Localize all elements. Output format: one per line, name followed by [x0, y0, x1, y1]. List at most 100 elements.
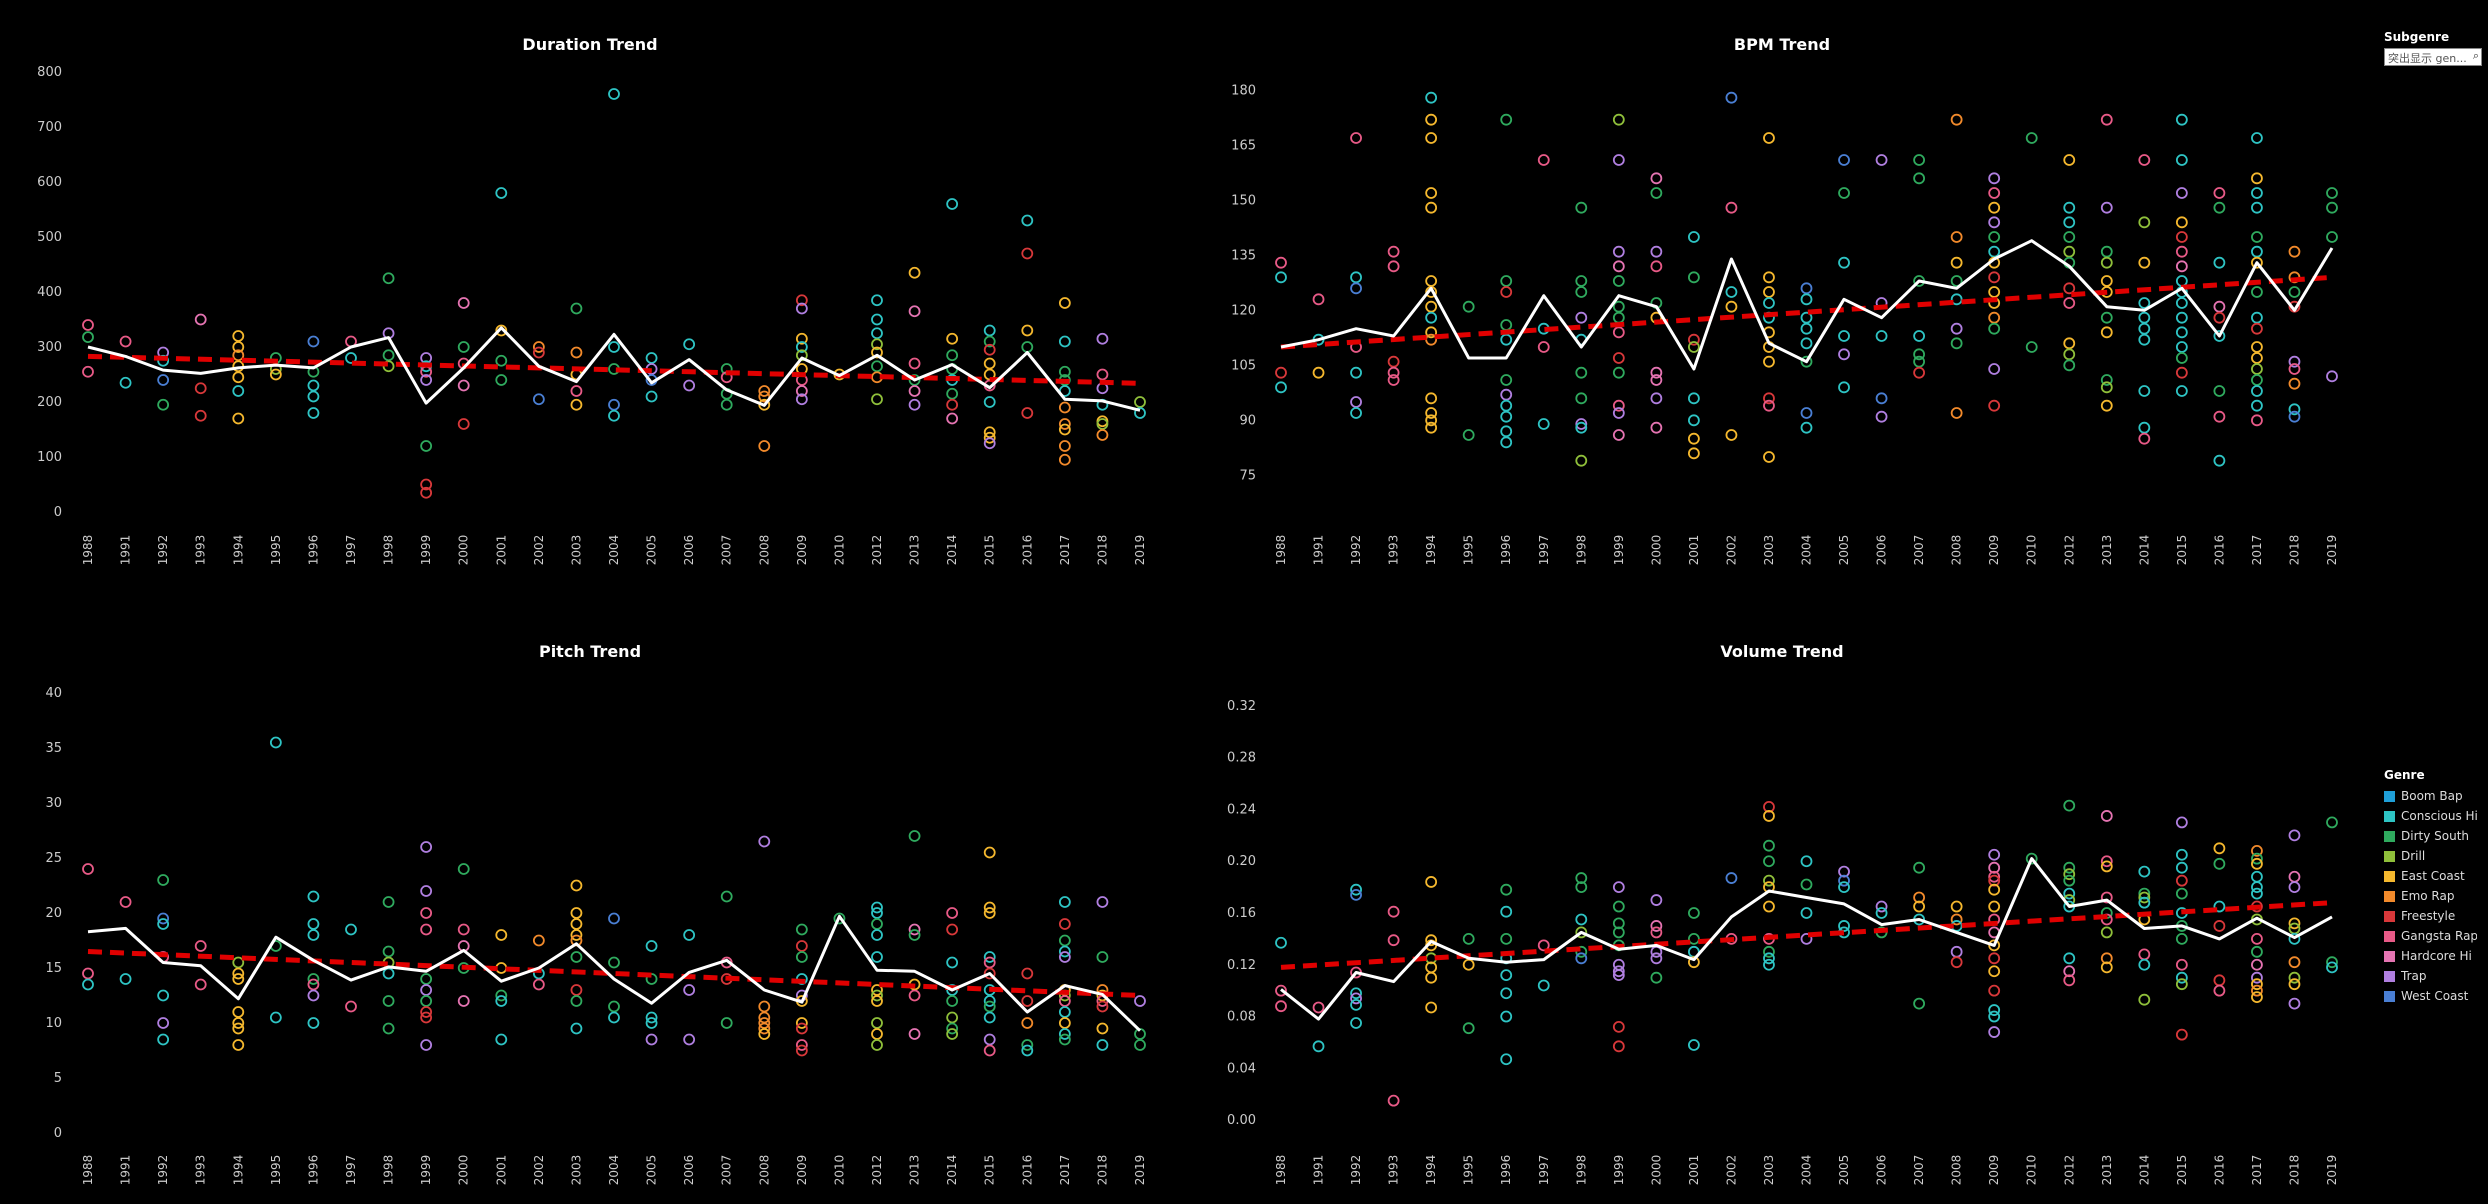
y-tick-label: 700 — [37, 120, 62, 135]
x-tick-label: 2017 — [2250, 1155, 2264, 1186]
data-point — [382, 967, 395, 980]
data-point — [2251, 881, 2263, 894]
data-point — [908, 830, 921, 842]
data-point — [1875, 330, 1888, 342]
legend-item[interactable]: East Coast — [2384, 866, 2488, 886]
data-point — [1500, 1010, 1513, 1023]
data-point — [1350, 1017, 1362, 1029]
data-point — [2063, 348, 2076, 361]
chart-title: Pitch Trend — [539, 642, 641, 661]
data-point — [1612, 881, 1625, 894]
data-point — [1950, 337, 1963, 350]
data-point — [2175, 187, 2188, 199]
data-point — [2251, 887, 2263, 900]
data-point — [1096, 951, 1109, 963]
data-point — [1021, 967, 1034, 980]
legend-swatch — [2384, 810, 2395, 822]
data-point — [1763, 958, 1775, 971]
data-point — [1462, 932, 1475, 945]
x-tick-label: 1991 — [119, 535, 133, 566]
data-point — [1275, 256, 1287, 269]
data-point — [2251, 844, 2263, 857]
legend-item[interactable]: Boom Bap — [2384, 786, 2488, 806]
data-point — [1988, 187, 2001, 199]
data-point — [2175, 260, 2188, 273]
data-point — [1612, 1020, 1625, 1033]
data-point — [2326, 231, 2338, 243]
data-point — [946, 1028, 959, 1040]
data-point — [1650, 366, 1663, 379]
data-point — [1988, 399, 2001, 412]
data-point — [1687, 432, 1700, 445]
data-point — [871, 951, 883, 963]
x-tick-label: 1998 — [382, 535, 396, 566]
legend-item[interactable]: Dirty South — [2384, 826, 2488, 846]
legend-item[interactable]: West Coast — [2384, 986, 2488, 1006]
data-point — [946, 923, 959, 936]
y-tick-label: 135 — [1231, 248, 1256, 263]
data-point — [1650, 894, 1663, 906]
x-tick-label: 2002 — [532, 535, 546, 566]
data-point — [570, 918, 583, 930]
data-point — [1575, 286, 1588, 298]
legend-item[interactable]: Emo Rap — [2384, 886, 2488, 906]
data-point — [2063, 245, 2076, 258]
legend-item[interactable]: Trap — [2384, 966, 2488, 986]
data-point — [1800, 878, 1813, 891]
subgenre-search-input[interactable]: 突出显示 gen... ⌕ — [2384, 48, 2482, 66]
data-point — [1800, 322, 1813, 335]
data-point — [983, 901, 996, 914]
x-tick-label: 2014 — [945, 1155, 959, 1186]
data-point — [1725, 201, 1738, 214]
x-tick-label: 1999 — [1612, 1155, 1626, 1186]
data-point — [795, 1022, 808, 1035]
data-point — [795, 332, 808, 345]
data-point — [2138, 958, 2151, 971]
x-tick-label: 2003 — [569, 1155, 583, 1186]
x-tick-label: 2001 — [1687, 1155, 1701, 1186]
data-point — [1838, 881, 1850, 894]
data-point — [2213, 454, 2226, 467]
trend-line — [1280, 900, 2333, 970]
data-point — [2288, 881, 2301, 894]
legend-label: West Coast — [2401, 989, 2469, 1003]
legend-item[interactable]: Conscious Hi — [2384, 806, 2488, 826]
data-point — [1913, 355, 1926, 368]
data-point — [1058, 335, 1071, 348]
data-point — [758, 1000, 771, 1013]
data-point — [307, 929, 320, 941]
data-point — [908, 929, 921, 941]
data-point — [1021, 247, 1034, 260]
legend-item[interactable]: Hardcore Hi — [2384, 946, 2488, 966]
legend-swatch — [2384, 950, 2395, 962]
data-point — [1021, 324, 1034, 337]
x-tick-label: 1999 — [419, 535, 433, 566]
legend-item[interactable]: Drill — [2384, 846, 2488, 866]
data-point — [1500, 113, 1513, 126]
x-tick-label: 1992 — [156, 1155, 170, 1186]
data-point — [1350, 271, 1362, 284]
search-icon[interactable]: ⌕ — [2472, 49, 2479, 62]
data-point — [307, 390, 320, 403]
data-point — [1875, 900, 1888, 913]
x-tick-label: 2000 — [457, 535, 471, 566]
legend-item[interactable]: Gangsta Rap — [2384, 926, 2488, 946]
data-point — [1500, 932, 1513, 945]
data-point — [1425, 326, 1438, 339]
data-point — [232, 1017, 245, 1029]
data-point — [2251, 311, 2263, 324]
data-point — [1612, 113, 1625, 126]
data-point — [2100, 855, 2113, 868]
data-point — [2063, 154, 2076, 166]
x-tick-label: 1996 — [1499, 535, 1513, 566]
data-point — [1838, 154, 1850, 166]
data-point — [983, 431, 996, 444]
legend-item[interactable]: Freestyle — [2384, 906, 2488, 926]
x-tick-label: 2010 — [832, 1155, 846, 1186]
x-tick-label: 2010 — [2025, 535, 2039, 566]
data-point — [307, 989, 320, 1002]
data-point — [983, 1011, 996, 1024]
data-point — [2175, 848, 2188, 861]
data-point — [871, 1039, 883, 1051]
data-point — [2251, 286, 2263, 298]
